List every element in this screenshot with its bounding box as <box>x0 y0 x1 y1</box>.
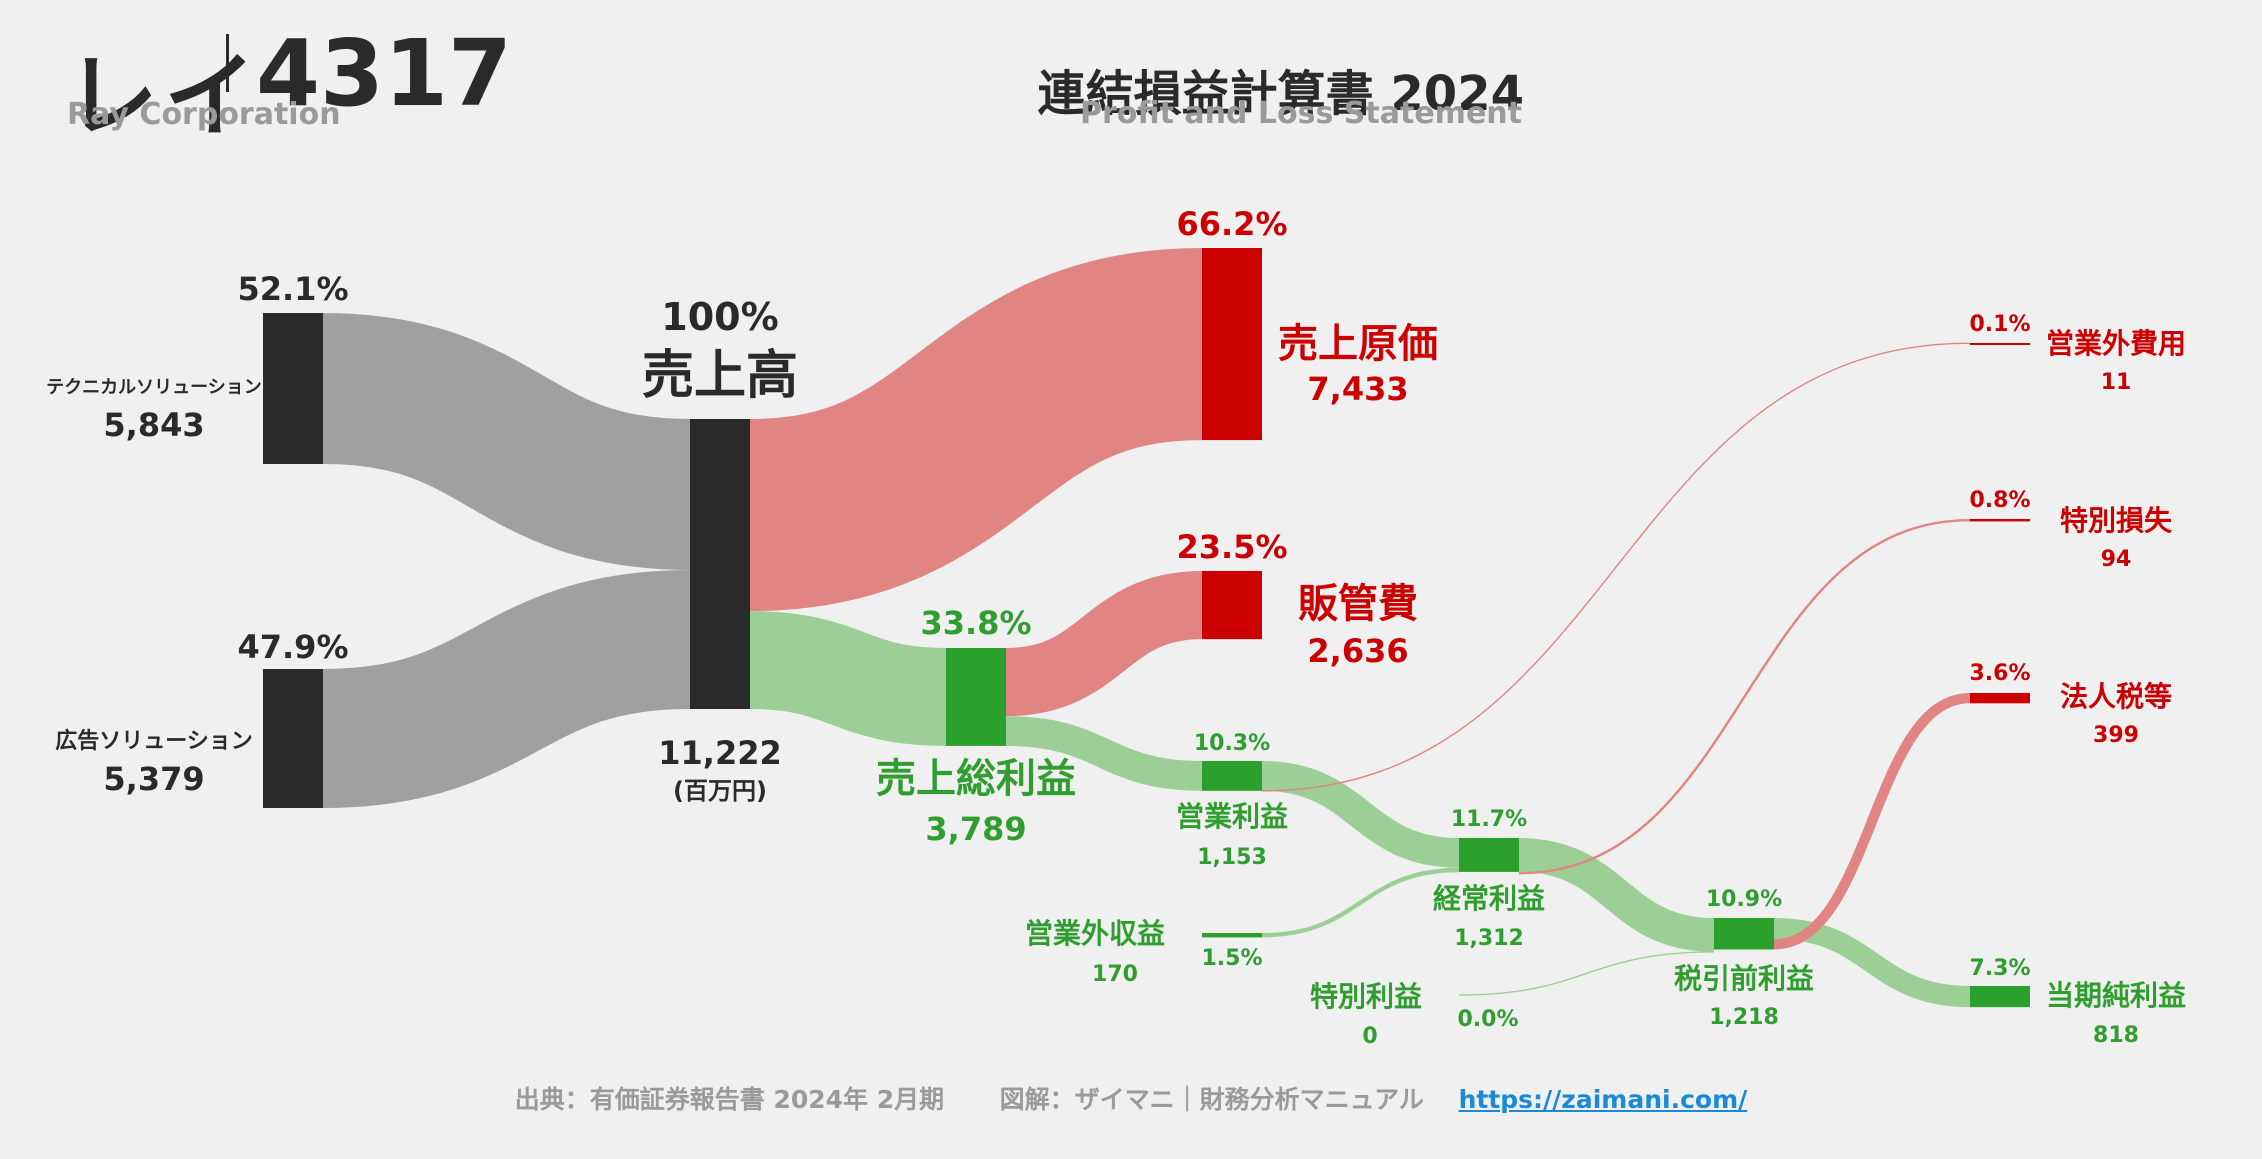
footer-source: 出典：有価証券報告書 2024年 2月期 <box>514 1085 945 1114</box>
statement-title: 連結損益計算書 2024 <box>1038 54 1524 124</box>
flow-ad-revenue <box>321 569 692 809</box>
node-tech <box>263 313 323 464</box>
pct-sga: 23.5% <box>1176 528 1287 566</box>
value-pretax: 1,218 <box>1709 1005 1779 1030</box>
node-pretax <box>1714 918 1774 950</box>
node-tax <box>1970 693 2030 704</box>
label-sga: 販管費 <box>1298 581 1418 627</box>
node-cogs <box>1202 248 1262 441</box>
label-op: 営業利益 <box>1176 800 1288 833</box>
statement-title-en: Profit and Loss Statement <box>1079 96 1522 131</box>
label-ordinary: 経常利益 <box>1433 882 1545 915</box>
label-ext-gain: 特別利益 <box>1310 980 1422 1013</box>
node-net <box>1970 986 2030 1008</box>
value-ad: 5,379 <box>103 760 204 798</box>
node-ext_loss <box>1970 519 2030 522</box>
value-nonop-exp: 11 <box>2101 370 2132 395</box>
node-nonop_exp <box>1970 343 2030 345</box>
label-nonop-inc: 営業外収益 <box>1025 917 1165 950</box>
node-sga <box>1202 571 1262 640</box>
value-nonop-inc: 170 <box>1092 962 1138 987</box>
value-ordinary: 1,312 <box>1454 926 1524 951</box>
pct-ordinary: 11.7% <box>1451 807 1527 832</box>
flow-pretax-tax <box>1773 693 1971 950</box>
flow-op-ordinary <box>1261 761 1460 868</box>
value-ext-gain: 0 <box>1362 1024 1377 1049</box>
flow-tech-revenue <box>321 313 692 570</box>
pct-revenue: 100% <box>661 295 778 339</box>
stock-code: 4317 <box>256 20 513 127</box>
pct-tax: 3.6% <box>1969 661 2030 686</box>
footer-credit: 図解：ザイマニ｜財務分析マニュアル <box>999 1085 1424 1114</box>
pct-pretax: 10.9% <box>1706 887 1782 912</box>
company-name: レイ <box>66 43 263 150</box>
node-revenue <box>690 419 750 709</box>
label-revenue: 売上高 <box>642 346 798 406</box>
pct-gross: 33.8% <box>920 604 1031 642</box>
label-gross: 売上総利益 <box>876 756 1076 802</box>
node-nonop_inc <box>1202 933 1262 938</box>
node-ad <box>263 669 323 809</box>
value-tax: 399 <box>2093 723 2139 748</box>
value-revenue: 11,222 <box>658 734 781 772</box>
label-tax: 法人税等 <box>2060 680 2172 713</box>
flow-op-nonop_exp <box>1261 342 1971 792</box>
node-gross <box>946 648 1006 746</box>
flow-gross-op <box>1005 716 1203 791</box>
statement-name: 連結損益計算書 <box>1037 66 1374 122</box>
flow-revenue-cogs <box>747 248 1205 612</box>
title-divider <box>226 34 229 92</box>
label-net: 当期純利益 <box>2046 979 2186 1012</box>
node-ordinary <box>1459 838 1519 872</box>
label-pretax: 税引前利益 <box>1674 962 1814 995</box>
value-gross: 3,789 <box>925 810 1026 848</box>
label-nonop-exp: 営業外費用 <box>2046 327 2186 360</box>
value-sga: 2,636 <box>1307 632 1408 670</box>
value-tech: 5,843 <box>103 406 204 444</box>
label-cogs: 売上原価 <box>1278 321 1438 367</box>
company-name-en: Ray Corporation <box>67 97 341 132</box>
pct-ad: 47.9% <box>237 628 348 666</box>
label-ad: 広告ソリューション <box>55 728 253 754</box>
footer: 出典：有価証券報告書 2024年 2月期 図解：ザイマニ｜財務分析マニュアル h… <box>0 1080 2262 1116</box>
pct-nonop-exp: 0.1% <box>1969 312 2030 337</box>
flow-ordinary-pretax <box>1518 837 1715 952</box>
footer-link[interactable]: https://zaimani.com/ <box>1458 1085 1748 1114</box>
statement-year: 2024 <box>1390 66 1524 122</box>
pct-ext-loss: 0.8% <box>1969 488 2030 513</box>
node-op <box>1202 761 1262 791</box>
unit-label: (百万円) <box>673 777 767 805</box>
flow-nonop_inc-ordinary <box>1261 867 1460 938</box>
pct-net: 7.3% <box>1969 956 2030 981</box>
value-cogs: 7,433 <box>1307 370 1408 408</box>
pct-op: 10.3% <box>1194 731 1270 756</box>
value-ext-loss: 94 <box>2101 547 2132 572</box>
flow-ext_gain-pretax <box>1458 951 1715 996</box>
label-tech: テクニカルソリューション <box>46 377 262 398</box>
value-net: 818 <box>2093 1023 2139 1048</box>
links-layer <box>321 248 1971 1008</box>
pct-nonop-inc: 1.5% <box>1201 946 1262 971</box>
pct-tech: 52.1% <box>237 270 348 308</box>
label-ext-loss: 特別損失 <box>2060 504 2173 537</box>
pct-cogs: 66.2% <box>1176 205 1287 243</box>
pct-ext-gain: 0.0% <box>1457 1007 1518 1032</box>
nodes-layer <box>263 248 2030 1008</box>
flow-gross-sga <box>1004 571 1204 717</box>
flow-revenue-gross <box>749 611 947 746</box>
labels-layer: 52.1% テクニカルソリューション 5,843 47.9% 広告ソリューション 5,37… <box>46 205 2186 1049</box>
flow-ordinary-ext_loss <box>1518 519 1971 875</box>
value-op: 1,153 <box>1197 845 1267 870</box>
